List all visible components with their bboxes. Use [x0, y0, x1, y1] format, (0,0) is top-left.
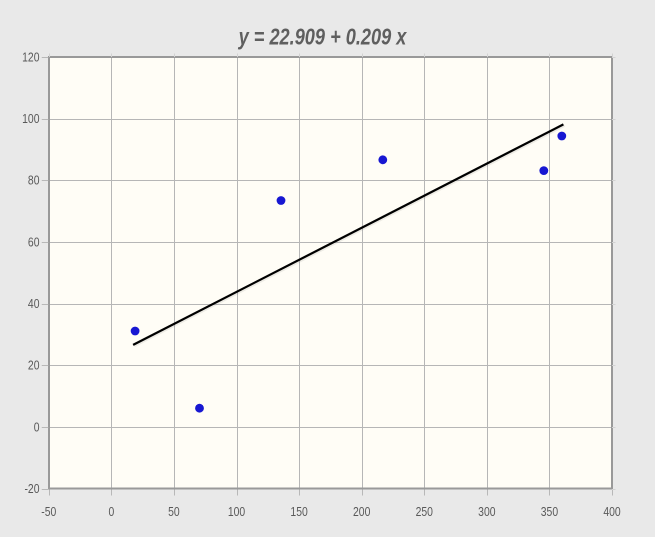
svg-text:80: 80 [28, 174, 40, 188]
svg-text:250: 250 [416, 505, 434, 519]
svg-text:120: 120 [22, 50, 40, 64]
svg-text:400: 400 [603, 505, 621, 519]
svg-text:200: 200 [353, 505, 371, 519]
svg-text:350: 350 [541, 505, 559, 519]
svg-text:0: 0 [34, 420, 40, 434]
svg-text:40: 40 [28, 297, 40, 311]
svg-text:20: 20 [28, 359, 40, 373]
svg-text:50: 50 [168, 505, 180, 519]
svg-text:100: 100 [22, 112, 40, 126]
svg-text:100: 100 [228, 505, 246, 519]
svg-text:300: 300 [478, 505, 496, 519]
svg-text:0: 0 [108, 505, 114, 519]
svg-text:-20: -20 [24, 482, 39, 496]
svg-text:-50: -50 [41, 505, 56, 519]
svg-text:y = 22.909 + 0.209 x: y = 22.909 + 0.209 x [238, 24, 407, 50]
svg-text:60: 60 [28, 235, 40, 249]
svg-text:150: 150 [290, 505, 308, 519]
